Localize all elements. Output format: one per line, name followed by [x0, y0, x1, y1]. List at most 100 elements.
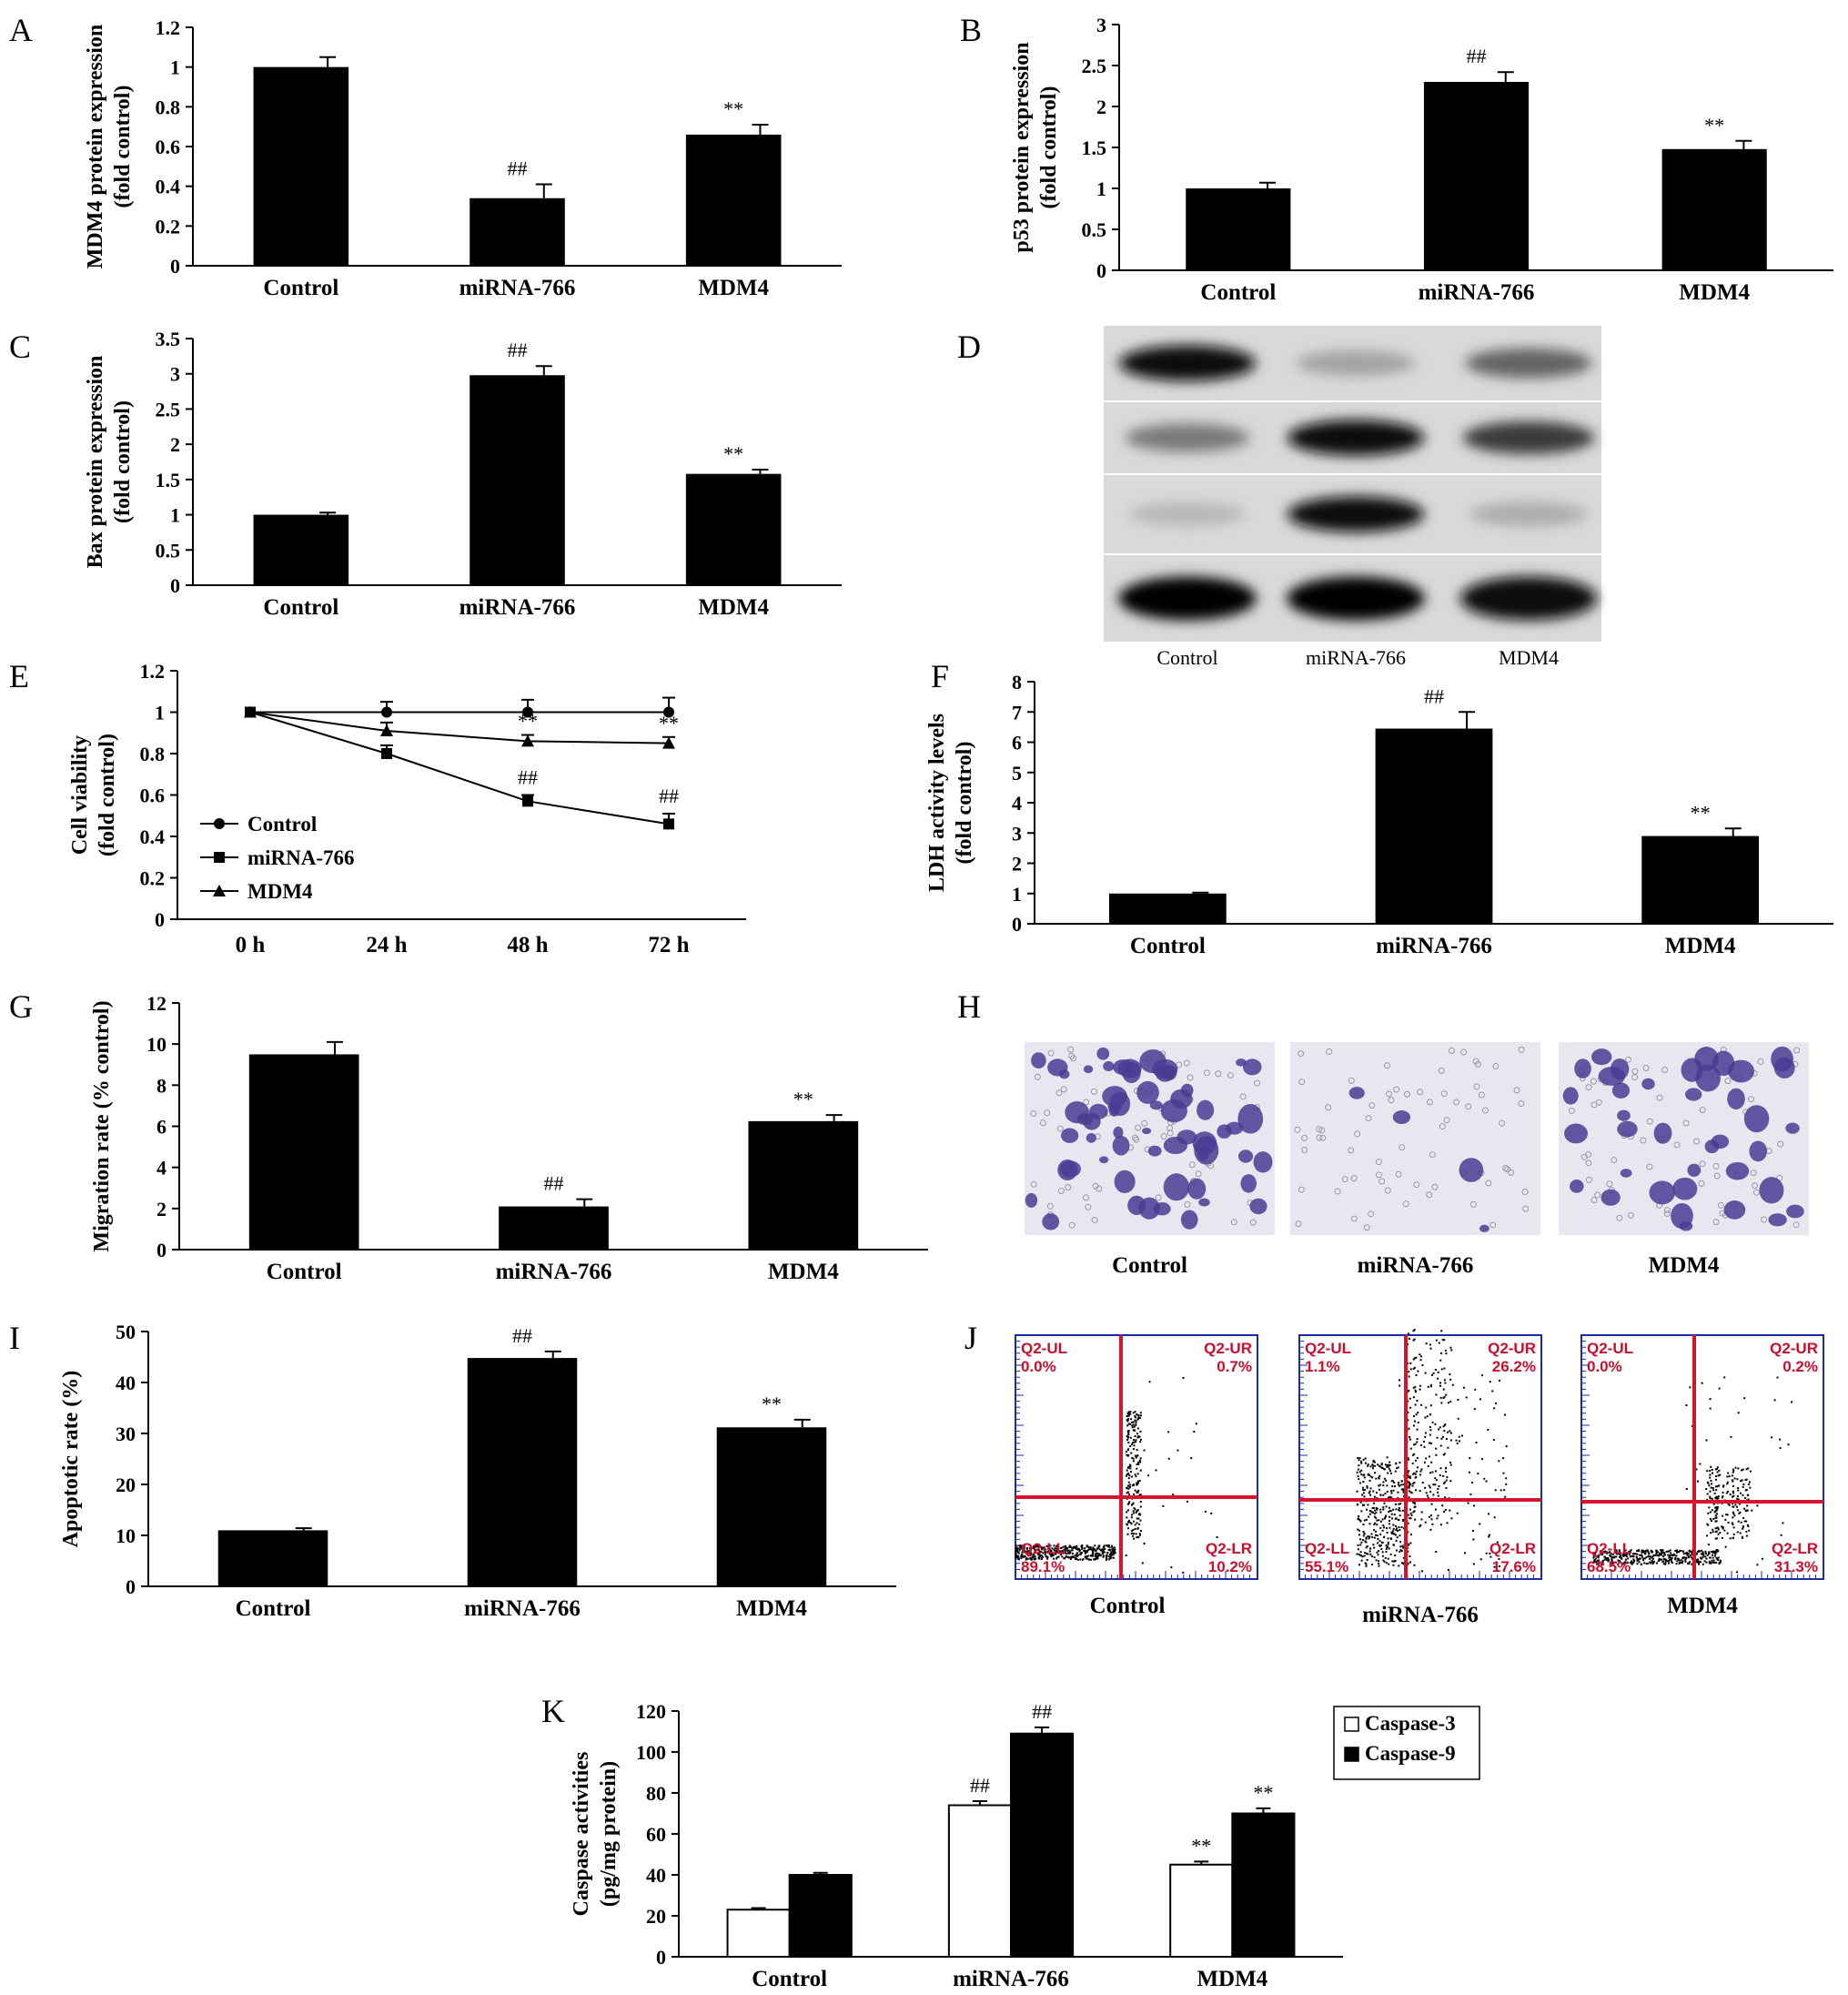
event-dot	[1357, 1468, 1359, 1471]
event-dot	[1424, 1435, 1427, 1438]
event-dot	[1399, 1484, 1402, 1486]
event-dot	[1362, 1492, 1365, 1494]
event-dot	[1024, 1554, 1026, 1557]
event-dot	[1020, 1545, 1023, 1548]
y-tick-label: 5	[1012, 762, 1022, 785]
membrane-pore	[1039, 1119, 1046, 1127]
event-dot	[1702, 1556, 1704, 1559]
event-dot	[1444, 1423, 1447, 1426]
event-dot	[1085, 1549, 1087, 1552]
event-dot	[1447, 1446, 1449, 1449]
membrane-pore	[1465, 1103, 1472, 1110]
event-dot	[1107, 1544, 1110, 1547]
y-tick-label: 50	[116, 1321, 136, 1343]
y-tick-label: 0.2	[156, 215, 181, 238]
event-dot	[1397, 1491, 1399, 1494]
event-dot	[1139, 1430, 1142, 1433]
event-dot	[1415, 1374, 1418, 1377]
event-dot	[1429, 1385, 1432, 1388]
event-dot	[1715, 1537, 1718, 1540]
membrane-pore	[1368, 1102, 1376, 1109]
event-dot	[1709, 1518, 1712, 1521]
event-dot	[1782, 1522, 1784, 1524]
event-dot	[1651, 1563, 1654, 1565]
event-dot	[1657, 1554, 1660, 1557]
event-dot	[1449, 1346, 1452, 1349]
event-dot	[1734, 1466, 1737, 1469]
event-dot	[1645, 1563, 1648, 1565]
event-dot	[1669, 1549, 1671, 1552]
event-dot	[1129, 1464, 1132, 1467]
y-tick-label: 2.5	[1082, 55, 1107, 77]
significance-marker: ##	[659, 785, 679, 807]
event-dot	[1053, 1548, 1055, 1551]
event-dot	[1713, 1492, 1716, 1494]
blot-band	[1465, 348, 1592, 379]
event-dot	[1685, 1404, 1688, 1407]
event-dot	[1709, 1407, 1712, 1410]
event-dot	[1378, 1563, 1380, 1565]
event-dot	[1389, 1472, 1392, 1474]
event-dot	[1374, 1522, 1377, 1524]
event-dot	[1424, 1486, 1427, 1489]
event-dot	[1130, 1421, 1133, 1423]
event-dot	[1712, 1489, 1715, 1492]
event-dot	[1052, 1552, 1055, 1554]
event-dot	[1035, 1557, 1037, 1560]
quadrant-lr-value: 10.2%	[1208, 1558, 1252, 1575]
event-dot	[1134, 1473, 1136, 1476]
event-dot	[1108, 1554, 1111, 1556]
event-dot	[1086, 1545, 1088, 1548]
event-dot	[1137, 1414, 1140, 1417]
event-dot	[1397, 1466, 1399, 1469]
event-dot	[1668, 1558, 1671, 1561]
event-dot	[1025, 1557, 1027, 1560]
event-dot	[1407, 1514, 1409, 1516]
event-dot	[1086, 1544, 1088, 1547]
event-dot	[1110, 1552, 1113, 1554]
event-dot	[1666, 1550, 1669, 1553]
event-dot	[1688, 1550, 1691, 1553]
event-dot	[1053, 1544, 1055, 1547]
event-dot	[1113, 1546, 1116, 1549]
event-dot	[1368, 1473, 1371, 1476]
event-dot	[1034, 1555, 1036, 1558]
event-dot	[1027, 1550, 1030, 1553]
event-dot	[1058, 1552, 1061, 1554]
event-dot	[1412, 1415, 1415, 1418]
event-dot	[1367, 1473, 1369, 1476]
event-dot	[1398, 1507, 1400, 1510]
event-dot	[1130, 1523, 1133, 1525]
event-dot	[1097, 1546, 1100, 1549]
event-dot	[1037, 1549, 1040, 1552]
event-dot	[1017, 1554, 1020, 1557]
event-dot	[1110, 1556, 1113, 1559]
event-dot	[1423, 1461, 1426, 1463]
stained-cell	[1562, 1087, 1579, 1105]
event-dot	[1389, 1461, 1391, 1463]
event-dot	[1429, 1486, 1431, 1489]
bar	[726, 1909, 791, 1958]
event-dot	[1419, 1524, 1422, 1526]
y-tick-label: 10	[116, 1524, 136, 1547]
event-dot	[1016, 1556, 1019, 1559]
event-dot	[1055, 1556, 1058, 1559]
event-dot	[1419, 1490, 1421, 1493]
event-dot	[1708, 1506, 1711, 1509]
event-dot	[1137, 1523, 1140, 1525]
quadrant-ul-name: Q2-UL	[1587, 1340, 1633, 1357]
event-dot	[1128, 1501, 1131, 1504]
event-dot	[1458, 1440, 1460, 1443]
event-dot	[1678, 1550, 1681, 1553]
bar	[248, 1054, 359, 1250]
event-dot	[1419, 1384, 1421, 1387]
event-dot	[1018, 1548, 1021, 1551]
event-dot	[1137, 1461, 1140, 1463]
event-dot	[1068, 1544, 1071, 1547]
event-dot	[1064, 1544, 1066, 1547]
event-dot	[1127, 1502, 1130, 1504]
event-dot	[1736, 1571, 1739, 1574]
event-dot	[1670, 1558, 1672, 1561]
event-dot	[1644, 1553, 1647, 1555]
event-dot	[1745, 1478, 1748, 1481]
